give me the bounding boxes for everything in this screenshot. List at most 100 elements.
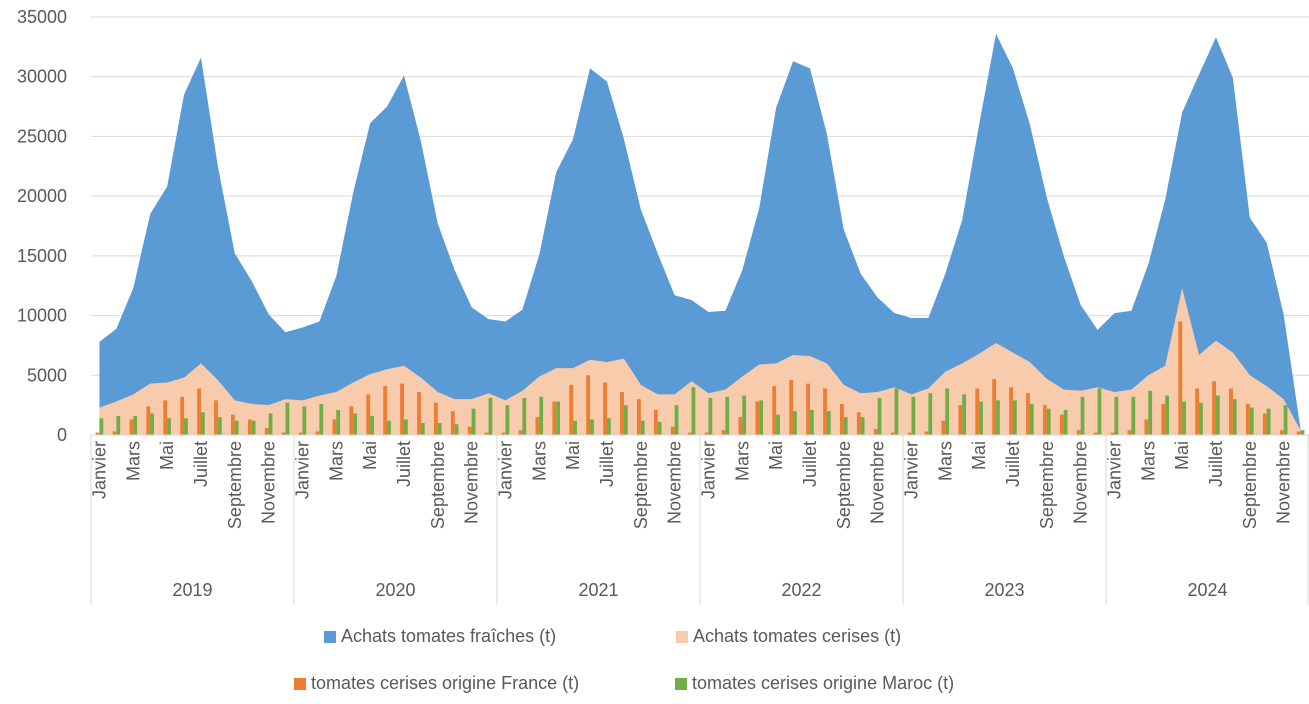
legend-swatch [294, 678, 306, 690]
bar-maroc [556, 401, 561, 435]
bar-maroc [1283, 405, 1288, 435]
year-label: 2023 [984, 580, 1024, 600]
bar-maroc [251, 420, 256, 435]
bar-maroc [488, 397, 493, 435]
bar-maroc [116, 415, 121, 435]
bar-maroc [1266, 408, 1271, 435]
month-label: Novembre [259, 441, 279, 524]
bar-france [1009, 387, 1013, 435]
bar-maroc [1182, 401, 1186, 435]
bar-france [586, 375, 591, 435]
bar-maroc [505, 405, 510, 435]
bar-france [1042, 405, 1047, 435]
bar-maroc [1114, 396, 1119, 435]
bar-france [603, 382, 607, 435]
bar-maroc [471, 408, 476, 435]
area-series [99, 33, 1301, 435]
legend-swatch [324, 631, 336, 643]
bar-france [856, 412, 861, 435]
bar-maroc [657, 421, 662, 435]
bar-france [112, 431, 117, 435]
month-label: Juillet [394, 441, 414, 487]
bar-france [1296, 431, 1301, 435]
month-label: Juillet [1206, 441, 1226, 487]
bar-maroc [1080, 396, 1085, 435]
bar-france [670, 426, 675, 435]
bar-france [214, 400, 218, 435]
bar-maroc [1063, 409, 1068, 435]
legend-label: Achats tomates fraîches (t) [341, 626, 556, 646]
month-label: Mars [123, 441, 143, 481]
month-label: Mai [157, 441, 177, 470]
bar-france [620, 392, 624, 435]
bar-maroc [319, 403, 324, 435]
bar-france [1245, 403, 1250, 435]
bar-maroc [133, 415, 138, 435]
month-label: Juillet [1003, 441, 1023, 487]
bar-maroc [522, 397, 527, 435]
bar-maroc [1012, 400, 1017, 435]
bar-france [129, 419, 134, 435]
bar-maroc [1199, 402, 1203, 435]
bar-france [738, 417, 743, 435]
bar-maroc [1046, 408, 1051, 435]
bar-france [806, 383, 810, 435]
legend-label: tomates cerises origine France (t) [311, 673, 579, 693]
month-label: Novembre [868, 441, 888, 524]
bar-france [552, 401, 557, 435]
bar-maroc [1148, 390, 1153, 435]
legend-swatch [675, 678, 687, 690]
month-label: Janvier [901, 441, 921, 499]
bar-maroc [285, 402, 290, 435]
year-label: 2022 [781, 580, 821, 600]
month-label: Mai [1172, 441, 1192, 470]
legend-swatch [676, 631, 688, 643]
legend-label: Achats tomates cerises (t) [693, 626, 901, 646]
bar-series [95, 321, 1305, 435]
bar-maroc [167, 418, 171, 435]
bar-france [907, 432, 912, 435]
bar-maroc [1097, 388, 1102, 435]
bar-maroc [403, 419, 408, 435]
legend-label: tomates cerises origine Maroc (t) [692, 673, 954, 693]
bar-france [975, 388, 980, 435]
bar-maroc [894, 388, 899, 435]
month-label: Novembre [1071, 441, 1091, 524]
y-tick-label: 10000 [17, 306, 67, 326]
bar-maroc [860, 417, 865, 435]
month-label: Juillet [597, 441, 617, 487]
bar-france [298, 432, 303, 435]
gridlines [91, 16, 1309, 376]
bar-france [433, 402, 438, 435]
bar-france [636, 399, 641, 435]
bar-france [230, 414, 235, 435]
bar-maroc [336, 409, 341, 435]
y-tick-label: 35000 [17, 7, 67, 27]
bar-france [1212, 381, 1216, 435]
bar-maroc [1029, 403, 1034, 435]
bar-france [1161, 403, 1166, 435]
bar-maroc [99, 418, 104, 435]
bar-france [1059, 414, 1064, 435]
bar-france [653, 409, 658, 435]
bar-maroc [843, 417, 848, 435]
month-label: Mars [529, 441, 549, 481]
year-label: 2019 [172, 580, 212, 600]
bar-france [450, 411, 455, 435]
month-label: Novembre [462, 441, 482, 524]
bar-france [772, 386, 777, 435]
bar-france [569, 384, 574, 435]
bar-maroc [420, 423, 425, 435]
area-series-1 [99, 288, 1301, 435]
month-label: Janvier [89, 441, 109, 499]
bar-france [1262, 413, 1267, 435]
bar-france [332, 419, 337, 435]
y-tick-label: 5000 [27, 365, 67, 385]
month-label: Janvier [292, 441, 312, 499]
area-series-0 [99, 33, 1301, 435]
bar-maroc [150, 413, 155, 435]
bar-france [1229, 388, 1233, 435]
bar-france [400, 383, 404, 435]
bar-maroc [573, 420, 577, 435]
bar-maroc [268, 413, 273, 435]
